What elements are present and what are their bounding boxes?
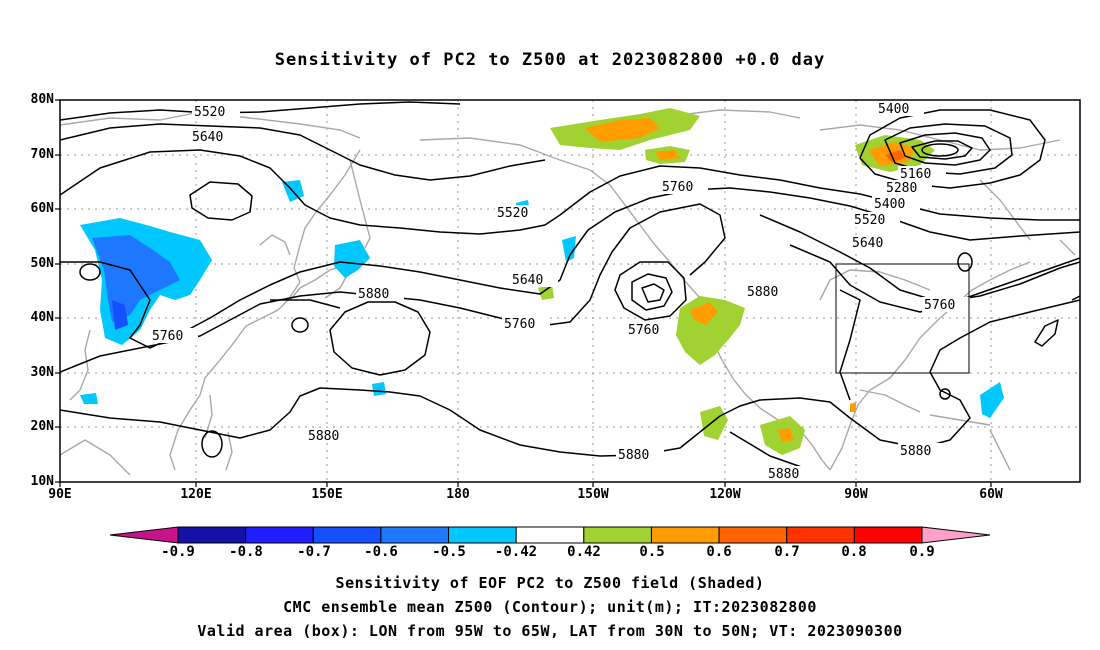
contour-label: 5880 xyxy=(900,444,931,459)
colorbar xyxy=(109,526,991,544)
contour-label: 5520 xyxy=(497,206,528,221)
lat-label-50n: 50N xyxy=(30,256,54,271)
lat-label-70n: 70N xyxy=(30,147,54,162)
axis-ticks xyxy=(55,99,992,487)
colorbar-boxes xyxy=(177,526,923,544)
colorbar-box xyxy=(312,526,382,544)
lat-label-30n: 30N xyxy=(30,365,54,380)
lat-label-80n: 80N xyxy=(30,92,54,107)
contour-label: 5880 xyxy=(618,448,649,463)
colorbar-box xyxy=(853,526,923,544)
lon-label-60w: 60W xyxy=(979,487,1003,502)
colorbar-label: -0.7 xyxy=(297,544,331,560)
colorbar-left-arrow xyxy=(109,526,179,544)
contour-label: 5880 xyxy=(768,467,799,482)
lat-label-60n: 60N xyxy=(30,201,54,216)
contour-label: 5280 xyxy=(886,181,917,196)
contour-labels: 5520 5640 5400 5160 5280 5400 5520 5640 … xyxy=(150,101,970,482)
colorbar-label: 0.9 xyxy=(909,544,935,560)
contour-label: 5880 xyxy=(358,287,389,302)
z500-contours xyxy=(60,101,1080,471)
caption-contour: CMC ensemble mean Z500 (Contour); unit(m… xyxy=(283,598,817,616)
contour-label: 5760 xyxy=(924,298,955,313)
colorbar-box xyxy=(515,526,585,544)
map-frame xyxy=(59,99,1081,483)
colorbar-right-arrow xyxy=(921,526,991,544)
colorbar-box xyxy=(583,526,652,544)
caption-shaded: Sensitivity of EOF PC2 to Z500 field (Sh… xyxy=(335,574,765,592)
contour-label: 5760 xyxy=(152,329,183,344)
colorbar-label: -0.6 xyxy=(364,544,398,560)
colorbar-box xyxy=(380,526,450,544)
contour-label: 5880 xyxy=(747,285,778,300)
lon-label-120w: 120W xyxy=(709,487,741,502)
colorbar-label: 0.8 xyxy=(841,544,867,560)
colorbar-box xyxy=(718,526,788,544)
contour-label: 5400 xyxy=(878,102,909,117)
colorbar-label: -0.5 xyxy=(432,544,466,560)
lat-label-40n: 40N xyxy=(30,310,54,325)
contour-label: 5640 xyxy=(512,273,543,288)
lon-label-90w: 90W xyxy=(844,487,868,502)
contour-label: 5640 xyxy=(852,236,883,251)
contour-label: 5520 xyxy=(854,213,885,228)
colorbar-box xyxy=(786,526,855,544)
lon-label-150w: 150W xyxy=(577,487,609,502)
colorbar-label: 0.42 xyxy=(567,544,601,560)
contour-label: 5760 xyxy=(628,323,659,338)
contour-label: 5640 xyxy=(192,130,223,145)
caption-valid-area: Valid area (box): LON from 95W to 65W, L… xyxy=(197,622,903,640)
colorbar-box xyxy=(448,526,517,544)
chart-title: Sensitivity of PC2 to Z500 at 2023082800… xyxy=(274,50,826,70)
contour-label: 5160 xyxy=(900,167,931,182)
lon-label-90e: 90E xyxy=(48,487,72,502)
colorbar-label: -0.8 xyxy=(229,544,263,560)
colorbar-box xyxy=(245,526,314,544)
colorbar-label: 0.6 xyxy=(706,544,732,560)
colorbar-label: 0.5 xyxy=(639,544,665,560)
lon-label-150e: 150E xyxy=(311,487,343,502)
colorbar-label: -0.9 xyxy=(161,544,195,560)
contour-label: 5760 xyxy=(662,180,693,195)
lon-label-120e: 120E xyxy=(180,487,212,502)
lat-label-10n: 10N xyxy=(30,474,54,489)
contour-label: 5880 xyxy=(308,429,339,444)
colorbar-label: 0.7 xyxy=(774,544,800,560)
contour-label: 5400 xyxy=(874,197,905,212)
colorbar-box xyxy=(650,526,720,544)
colorbar-label: -0.42 xyxy=(494,544,538,560)
valid-area-box xyxy=(835,263,970,374)
lon-label-180: 180 xyxy=(446,487,470,502)
colorbar-box xyxy=(177,526,247,544)
lat-label-20n: 20N xyxy=(30,419,54,434)
contour-label: 5520 xyxy=(194,105,225,120)
contour-label: 5760 xyxy=(504,317,535,332)
